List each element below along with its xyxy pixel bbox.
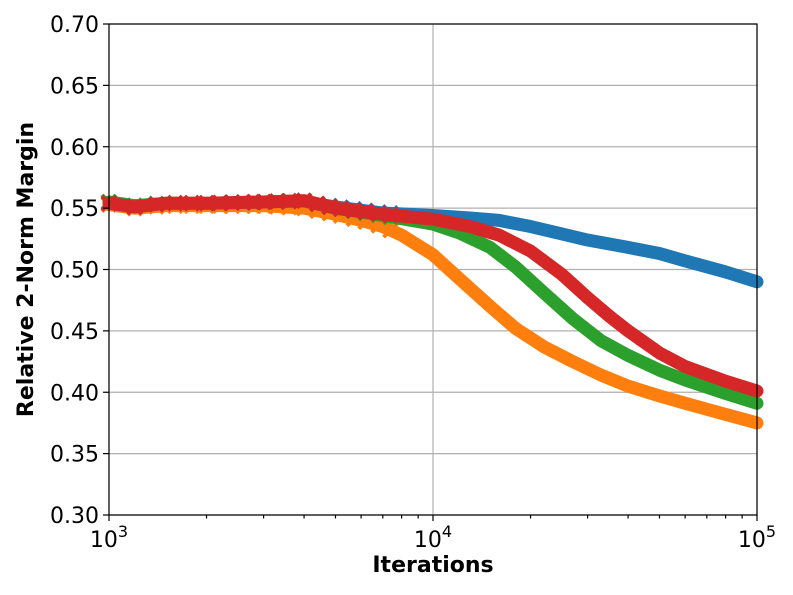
series-marker <box>357 203 375 221</box>
series-marker <box>332 200 350 218</box>
x-tick-label: 104 <box>414 522 452 553</box>
series-layer <box>100 192 764 430</box>
y-tick-label: 0.70 <box>50 13 99 38</box>
y-axis-label: Relative 2-Norm Margin <box>14 122 39 417</box>
series-marker <box>382 221 400 239</box>
x-tick-base: 10 <box>738 528 766 553</box>
grid <box>108 23 758 516</box>
x-tick-exponent: 4 <box>442 522 452 541</box>
series-marker <box>309 195 326 213</box>
x-tick-base: 10 <box>90 528 118 553</box>
y-tick-label: 0.40 <box>50 381 99 406</box>
series-marker <box>166 194 184 212</box>
y-tick-label: 0.50 <box>50 259 99 284</box>
series-orange <box>100 196 764 430</box>
y-tick-label: 0.35 <box>50 443 99 468</box>
series-marker <box>382 206 400 224</box>
series-marker <box>183 194 201 212</box>
series-marker <box>147 195 165 213</box>
series-marker <box>280 192 298 210</box>
y-tick-label: 0.60 <box>50 136 99 161</box>
x-tick-label: 105 <box>738 522 776 553</box>
ticks <box>103 23 758 521</box>
x-axis-label: Iterations <box>372 553 493 578</box>
y-tick-label: 0.55 <box>50 197 99 222</box>
series-line <box>102 194 764 398</box>
x-tick-exponent: 3 <box>118 522 128 541</box>
series-marker <box>255 193 273 211</box>
series-red <box>100 192 764 398</box>
y-tick-label: 0.30 <box>50 504 99 529</box>
x-tick-base: 10 <box>414 528 442 553</box>
y-tick-label: 0.65 <box>50 74 99 99</box>
series-marker <box>198 194 215 212</box>
x-tick-exponent: 5 <box>766 522 776 541</box>
series-marker <box>295 192 313 210</box>
x-tick-label: 103 <box>90 522 128 553</box>
y-tick-label: 0.45 <box>50 320 99 345</box>
series-marker <box>126 198 144 216</box>
